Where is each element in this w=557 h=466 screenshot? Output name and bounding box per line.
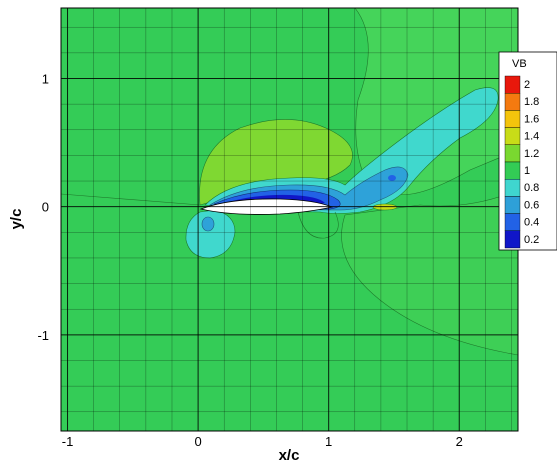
contour-line-below-te — [297, 211, 339, 239]
legend-label: 2 — [524, 79, 530, 91]
legend-label: 0.8 — [524, 182, 539, 194]
legend-swatch — [504, 161, 521, 180]
legend-swatch — [504, 110, 521, 128]
legend-label: 1.4 — [524, 131, 539, 143]
x-tick-label: 0 — [194, 434, 201, 449]
legend-label: 0.4 — [524, 217, 539, 229]
legend-label: 0.2 — [524, 234, 539, 246]
legend-swatch — [504, 230, 521, 249]
y-tick-labels: -1 0 1 — [37, 72, 49, 343]
grid — [61, 8, 518, 431]
x-tick-label: 1 — [325, 434, 332, 449]
contour-region-stagnation-core — [201, 216, 215, 232]
legend-swatch — [504, 196, 521, 214]
legend-label: 0.6 — [524, 199, 539, 211]
y-tick-label: 1 — [42, 72, 49, 87]
legend-label: 1.2 — [524, 148, 539, 160]
contour-region-lower-right — [341, 189, 518, 356]
x-tick-label: 2 — [456, 434, 463, 449]
contour-line-left — [61, 193, 201, 206]
legend-swatch — [504, 213, 521, 232]
contour-region-wake — [204, 87, 499, 214]
legend-label: 1.8 — [524, 96, 539, 108]
y-tick-label: -1 — [37, 328, 49, 343]
legend-label: 1 — [524, 165, 530, 177]
legend-swatch — [504, 75, 521, 94]
legend-swatch — [504, 178, 521, 197]
contour-region-wake-spot-2 — [388, 175, 396, 181]
y-axis-title: y/c — [8, 209, 25, 230]
x-axis-title: x/c — [279, 447, 300, 464]
y-tick-label: 0 — [42, 200, 49, 215]
legend-swatch — [504, 92, 521, 111]
plot-area — [61, 8, 518, 431]
legend-swatch — [504, 144, 521, 163]
legend-label: 1.6 — [524, 113, 539, 125]
legend-title: VB — [512, 58, 527, 70]
x-tick-labels: -1 0 1 2 — [62, 434, 463, 449]
x-tick-label: -1 — [62, 434, 74, 449]
legend-swatch — [504, 127, 521, 145]
legend: VB 2 1.8 1.6 1.4 1.2 1 0.8 0.6 0.4 0.2 — [498, 51, 557, 251]
